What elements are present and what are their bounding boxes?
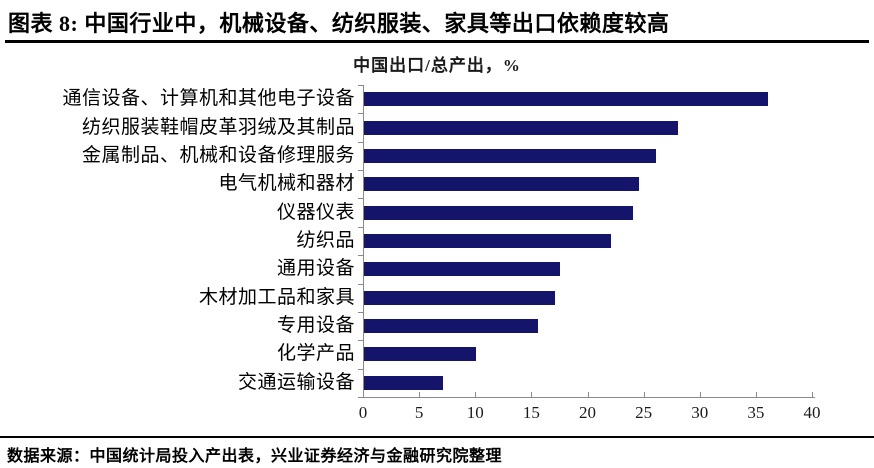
bar <box>364 319 538 334</box>
x-tick-mark <box>419 392 421 397</box>
x-tick-label: 30 <box>691 403 709 422</box>
bar <box>364 234 611 248</box>
y-tick-mark <box>358 283 363 285</box>
x-tick-mark <box>699 392 701 397</box>
x-tick-label: 25 <box>635 403 653 422</box>
x-tick-label: 5 <box>414 403 424 422</box>
category-label: 仪器仪表 <box>276 201 355 223</box>
bar <box>364 177 639 192</box>
figure-title: 图表 8: 中国行业中，机械设备、纺织服装、家具等出口依赖度较高 <box>8 11 670 36</box>
y-tick-mark <box>358 340 363 342</box>
category-label: 金属制品、机械和设备修理服务 <box>81 144 355 166</box>
x-tick-label: 15 <box>522 403 540 422</box>
category-label: 化学产品 <box>276 343 355 365</box>
x-tick-mark <box>531 392 533 397</box>
bar <box>364 148 656 163</box>
x-tick-mark <box>587 392 589 397</box>
y-tick-mark <box>358 113 363 115</box>
x-tick-mark <box>755 392 757 397</box>
y-tick-mark <box>358 368 363 370</box>
bar <box>364 92 769 107</box>
y-axis-line <box>363 85 364 397</box>
x-tick-mark <box>475 392 477 397</box>
bar <box>364 262 561 277</box>
chart-title: 中国出口/总产出，% <box>353 56 521 75</box>
x-tick-mark <box>643 392 645 397</box>
x-tick-label: 20 <box>579 403 596 422</box>
y-tick-mark <box>358 198 363 200</box>
bar <box>364 205 634 220</box>
bar <box>364 347 477 362</box>
x-tick-label: 35 <box>747 403 765 422</box>
x-tick-mark <box>363 392 364 397</box>
x-tick-label: 0 <box>358 403 368 422</box>
category-label: 通信设备、计算机和其他电子设备 <box>62 88 355 110</box>
category-label: 交通运输设备 <box>237 371 355 393</box>
footer-rule <box>0 436 874 438</box>
category-label: 电气机械和器材 <box>218 173 355 195</box>
y-tick-mark <box>358 170 363 172</box>
category-label: 通用设备 <box>276 258 355 280</box>
y-tick-mark <box>358 255 363 257</box>
bar <box>364 375 443 390</box>
y-tick-mark <box>358 141 363 143</box>
y-tick-mark <box>358 397 363 398</box>
x-tick-mark <box>812 392 813 397</box>
x-axis-line <box>363 397 815 398</box>
x-tick-label: 40 <box>803 403 821 422</box>
category-label: 专用设备 <box>276 315 355 337</box>
header-rule <box>5 40 869 43</box>
y-tick-mark <box>358 226 363 228</box>
y-tick-mark <box>358 85 363 86</box>
bar <box>364 290 555 305</box>
y-tick-mark <box>358 311 363 313</box>
category-label: 纺织品 <box>296 230 355 251</box>
source-text: 数据来源：中国统计局投入产出表，兴业证券经济与金融研究院整理 <box>7 448 503 465</box>
category-label: 木材加工品和家具 <box>198 286 355 308</box>
category-label: 纺织服装鞋帽皮革羽绒及其制品 <box>81 116 355 138</box>
x-tick-label: 10 <box>466 403 484 422</box>
bar <box>364 120 679 135</box>
